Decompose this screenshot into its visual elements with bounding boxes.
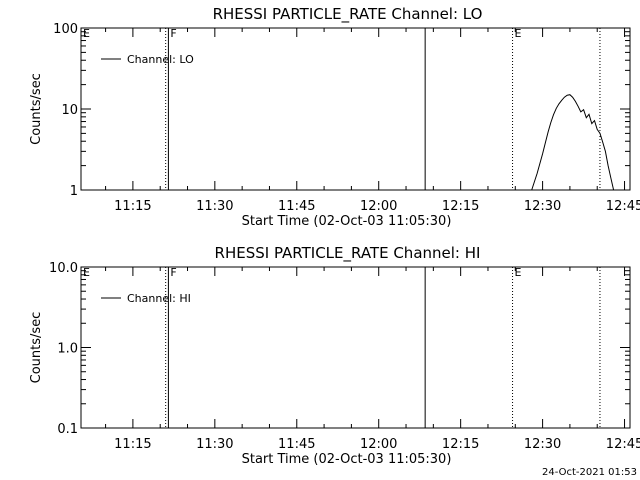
x-tick-label: 12:45 — [606, 437, 640, 452]
y-tick-label: 100 — [53, 22, 78, 37]
y-tick-label: 1 — [70, 184, 78, 199]
x-tick-label: 12:00 — [360, 437, 397, 452]
x-axis-label: Start Time (02-Oct-03 11:05:30) — [242, 214, 452, 229]
x-tick-label: 12:45 — [606, 199, 640, 214]
event-marker-label: F — [170, 266, 176, 279]
x-tick-label: 12:15 — [442, 199, 479, 214]
legend-entry: Channel: LO — [127, 53, 194, 66]
event-marker-label: F — [170, 27, 176, 40]
x-tick-label: 12:00 — [360, 199, 397, 214]
event-marker-label: E — [515, 266, 522, 279]
x-tick-label: 12:30 — [524, 199, 561, 214]
chart-title: RHESSI PARTICLE_RATE Channel: LO — [213, 5, 483, 24]
x-tick-label: 11:30 — [196, 437, 233, 452]
chart-title: RHESSI PARTICLE_RATE Channel: HI — [215, 244, 481, 263]
series-line — [531, 94, 615, 191]
chart-panel-hi: RHESSI PARTICLE_RATE Channel: HI Counts/s… — [29, 244, 640, 467]
y-tick-label: 10 — [61, 103, 78, 118]
y-tick-label: 1.0 — [57, 342, 78, 357]
x-tick-label: 11:15 — [114, 199, 151, 214]
event-marker-label: E — [515, 27, 522, 40]
x-tick-label: 11:30 — [196, 199, 233, 214]
chart-panel-lo: RHESSI PARTICLE_RATE Channel: LO Counts/s… — [29, 5, 640, 229]
chart-panels: RHESSI PARTICLE_RATE Channel: LO Counts/s… — [29, 5, 640, 467]
y-tick-label: 10.0 — [49, 261, 78, 276]
y-axis-label: Counts/sec — [29, 73, 44, 145]
x-axis-label: Start Time (02-Oct-03 11:05:30) — [242, 452, 452, 467]
x-tick-label: 12:15 — [442, 437, 479, 452]
legend-entry: Channel: HI — [127, 292, 191, 305]
event-marker-label: E — [83, 266, 90, 279]
y-axis-label: Counts/sec — [29, 312, 44, 384]
x-tick-label: 11:45 — [278, 437, 315, 452]
event-marker-label: E — [83, 27, 90, 40]
y-tick-label: 0.1 — [57, 422, 78, 437]
x-tick-label: 11:45 — [278, 199, 315, 214]
x-tick-label: 12:30 — [524, 437, 561, 452]
footer-timestamp: 24-Oct-2021 01:53 — [542, 467, 637, 478]
x-tick-label: 11:15 — [114, 437, 151, 452]
